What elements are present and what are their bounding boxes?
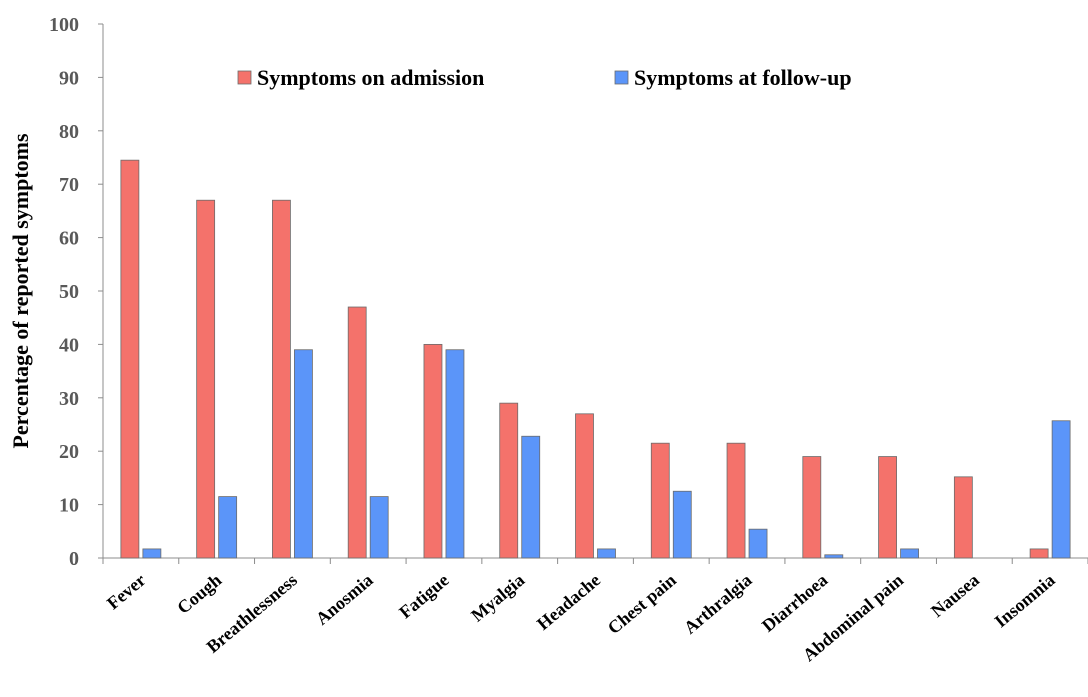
y-tick-label: 40 xyxy=(59,334,79,356)
bar xyxy=(726,442,746,559)
legend-label: Symptoms on admission xyxy=(257,65,484,90)
bar xyxy=(597,548,616,559)
bar xyxy=(218,496,238,559)
legend-swatch xyxy=(614,70,629,85)
bar xyxy=(445,349,465,559)
category-label: Chest pain xyxy=(604,570,680,638)
y-tick-label: 50 xyxy=(59,281,79,303)
bar xyxy=(294,349,313,559)
bar xyxy=(142,548,162,559)
y-tick-label: 100 xyxy=(49,14,79,36)
category-label: Nausea xyxy=(927,570,983,621)
y-tick-label: 60 xyxy=(59,228,79,250)
y-tick-labels: 0 10 20 30 40 50 60 70 80 90 100 xyxy=(49,14,79,570)
y-tick-label: 80 xyxy=(59,121,79,143)
y-axis-title: Percentage of reported symptoms xyxy=(8,133,33,448)
category-label: Insomnia xyxy=(991,570,1059,632)
bar xyxy=(1051,420,1071,559)
bar xyxy=(499,402,519,559)
category-label: Diarrhoea xyxy=(758,570,831,636)
category-label: Anosmia xyxy=(312,570,377,629)
bar xyxy=(672,490,692,559)
legend: Symptoms on admission Symptoms at follow-… xyxy=(237,65,852,90)
y-tick-label: 20 xyxy=(59,441,79,463)
category-label: Fatigue xyxy=(395,570,452,623)
y-tick-label: 0 xyxy=(69,548,79,570)
bar xyxy=(748,528,768,559)
category-label: Fever xyxy=(103,570,150,614)
legend-label: Symptoms at follow-up xyxy=(634,65,852,90)
bar xyxy=(824,554,844,559)
axes xyxy=(98,23,1088,564)
category-label: Myalgia xyxy=(467,570,528,626)
legend-swatch xyxy=(237,70,252,85)
bar xyxy=(120,159,140,559)
bar xyxy=(650,442,670,559)
bar xyxy=(423,343,443,559)
bars xyxy=(120,159,1071,559)
bar xyxy=(369,496,389,559)
bar xyxy=(802,456,822,559)
bar xyxy=(878,456,897,559)
bar xyxy=(347,306,367,559)
bar xyxy=(900,548,919,559)
bar xyxy=(521,435,541,559)
category-label: Headache xyxy=(533,570,604,634)
bar xyxy=(1029,548,1049,559)
y-tick-label: 30 xyxy=(59,388,79,410)
y-tick-label: 10 xyxy=(59,495,79,517)
bar xyxy=(272,199,291,559)
bar xyxy=(196,199,216,559)
y-tick-label: 70 xyxy=(59,174,79,196)
category-label: Arthralgia xyxy=(680,570,756,638)
category-label: Cough xyxy=(173,570,225,618)
bar xyxy=(953,476,973,559)
bar xyxy=(575,413,594,559)
y-tick-label: 90 xyxy=(59,67,79,89)
